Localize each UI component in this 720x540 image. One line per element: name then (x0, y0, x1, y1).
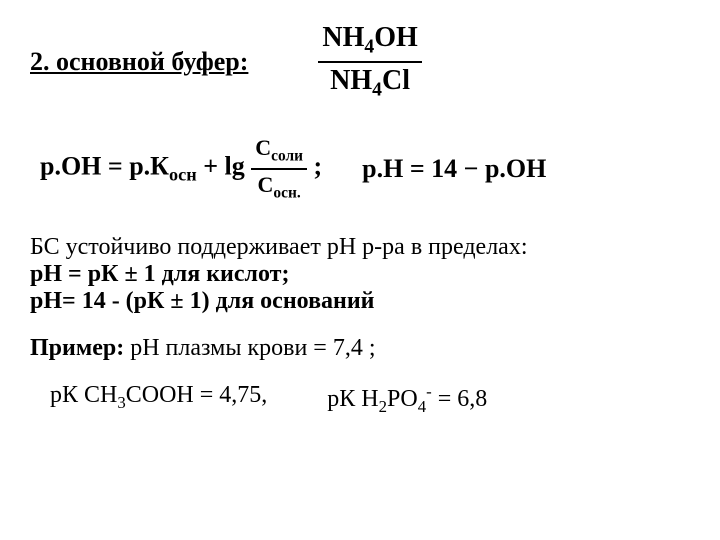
example-label: Пример: (30, 335, 124, 361)
ph-formula: p.H = 14 − p.OH (362, 154, 546, 184)
buffer-system-fraction: NH4OH NH4Cl (318, 20, 421, 103)
section-title: 2. основной буфер: (30, 47, 248, 77)
body-line-3: рН= 14 - (рК ± 1) для оснований (30, 288, 690, 315)
header-row: 2. основной буфер: NH4OH NH4Cl (30, 20, 690, 103)
formula-row: p.OH = p.Косн + lg Ссоли Сосн. ; p.H = 1… (40, 133, 680, 204)
buffer-numerator: NH4OH (318, 20, 421, 61)
body-line-1: БС устойчиво поддерживает рН р-ра в пред… (30, 234, 690, 261)
body-text-block: БС устойчиво поддерживает рН р-ра в пред… (30, 234, 690, 315)
example-text: рН плазмы крови = 7,4 ; (124, 335, 375, 361)
body-line-2: рН = рК ± 1 для кислот; (30, 261, 690, 288)
compound-acetic: рК СН3СООН = 4,75, (50, 382, 267, 417)
compound-phosphate: рК H2PO4- = 6,8 (327, 382, 487, 417)
compounds-row: рК СН3СООН = 4,75, рК H2PO4- = 6,8 (50, 382, 690, 417)
example-row: Пример: рН плазмы крови = 7,4 ; (30, 335, 690, 362)
buffer-denominator: NH4Cl (326, 63, 414, 104)
log-fraction: Ссоли Сосн. (251, 133, 307, 204)
poh-formula: p.OH = p.Косн + lg Ссоли Сосн. ; (40, 133, 322, 204)
